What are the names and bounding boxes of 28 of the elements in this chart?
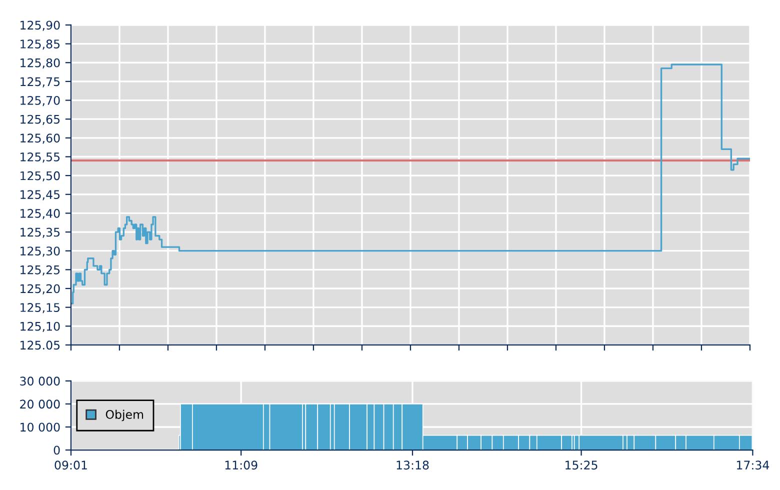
y-tick-label: 125,45 — [20, 190, 60, 200]
y-tick-label: 125,10 — [20, 322, 60, 332]
y-tick-label: 125,35 — [20, 228, 60, 238]
y-tick-label: 125,80 — [20, 58, 60, 68]
y-tick-label: 125,60 — [20, 134, 60, 144]
y-tick-label: 125,50 — [20, 171, 60, 182]
x-tick-label: 15:25 — [566, 460, 598, 470]
x-tick-label: 17:34 — [736, 460, 770, 470]
x-tick-label: 09:01 — [54, 460, 87, 470]
y-tick-label: 0 — [54, 446, 60, 455]
y-tick-label: 125,30 — [20, 246, 60, 257]
y-tick-label: 125,75 — [20, 77, 60, 88]
y-tick-label: 20 000 — [20, 400, 60, 409]
legend-label: Objem — [106, 410, 144, 422]
y-tick-label: 125,55 — [20, 152, 60, 163]
y-tick-label: 125.05 — [20, 340, 60, 350]
y-tick-label: 125,90 — [20, 20, 60, 31]
x-tick-label: 11:09 — [225, 460, 258, 470]
x-tick-label: 13:18 — [396, 460, 429, 470]
y-tick-label: 125,70 — [20, 96, 60, 106]
y-tick-label: 125,25 — [20, 265, 60, 276]
y-tick-label: 125,65 — [20, 114, 60, 125]
y-tick-label: 125,40 — [20, 208, 60, 220]
y-tick-label: 30 000 — [20, 376, 60, 386]
y-tick-label: 125,20 — [20, 284, 60, 294]
y-tick-label: 125,85 — [20, 40, 60, 50]
y-tick-label: 125,15 — [20, 303, 60, 314]
y-tick-label: 10 000 — [20, 422, 60, 432]
